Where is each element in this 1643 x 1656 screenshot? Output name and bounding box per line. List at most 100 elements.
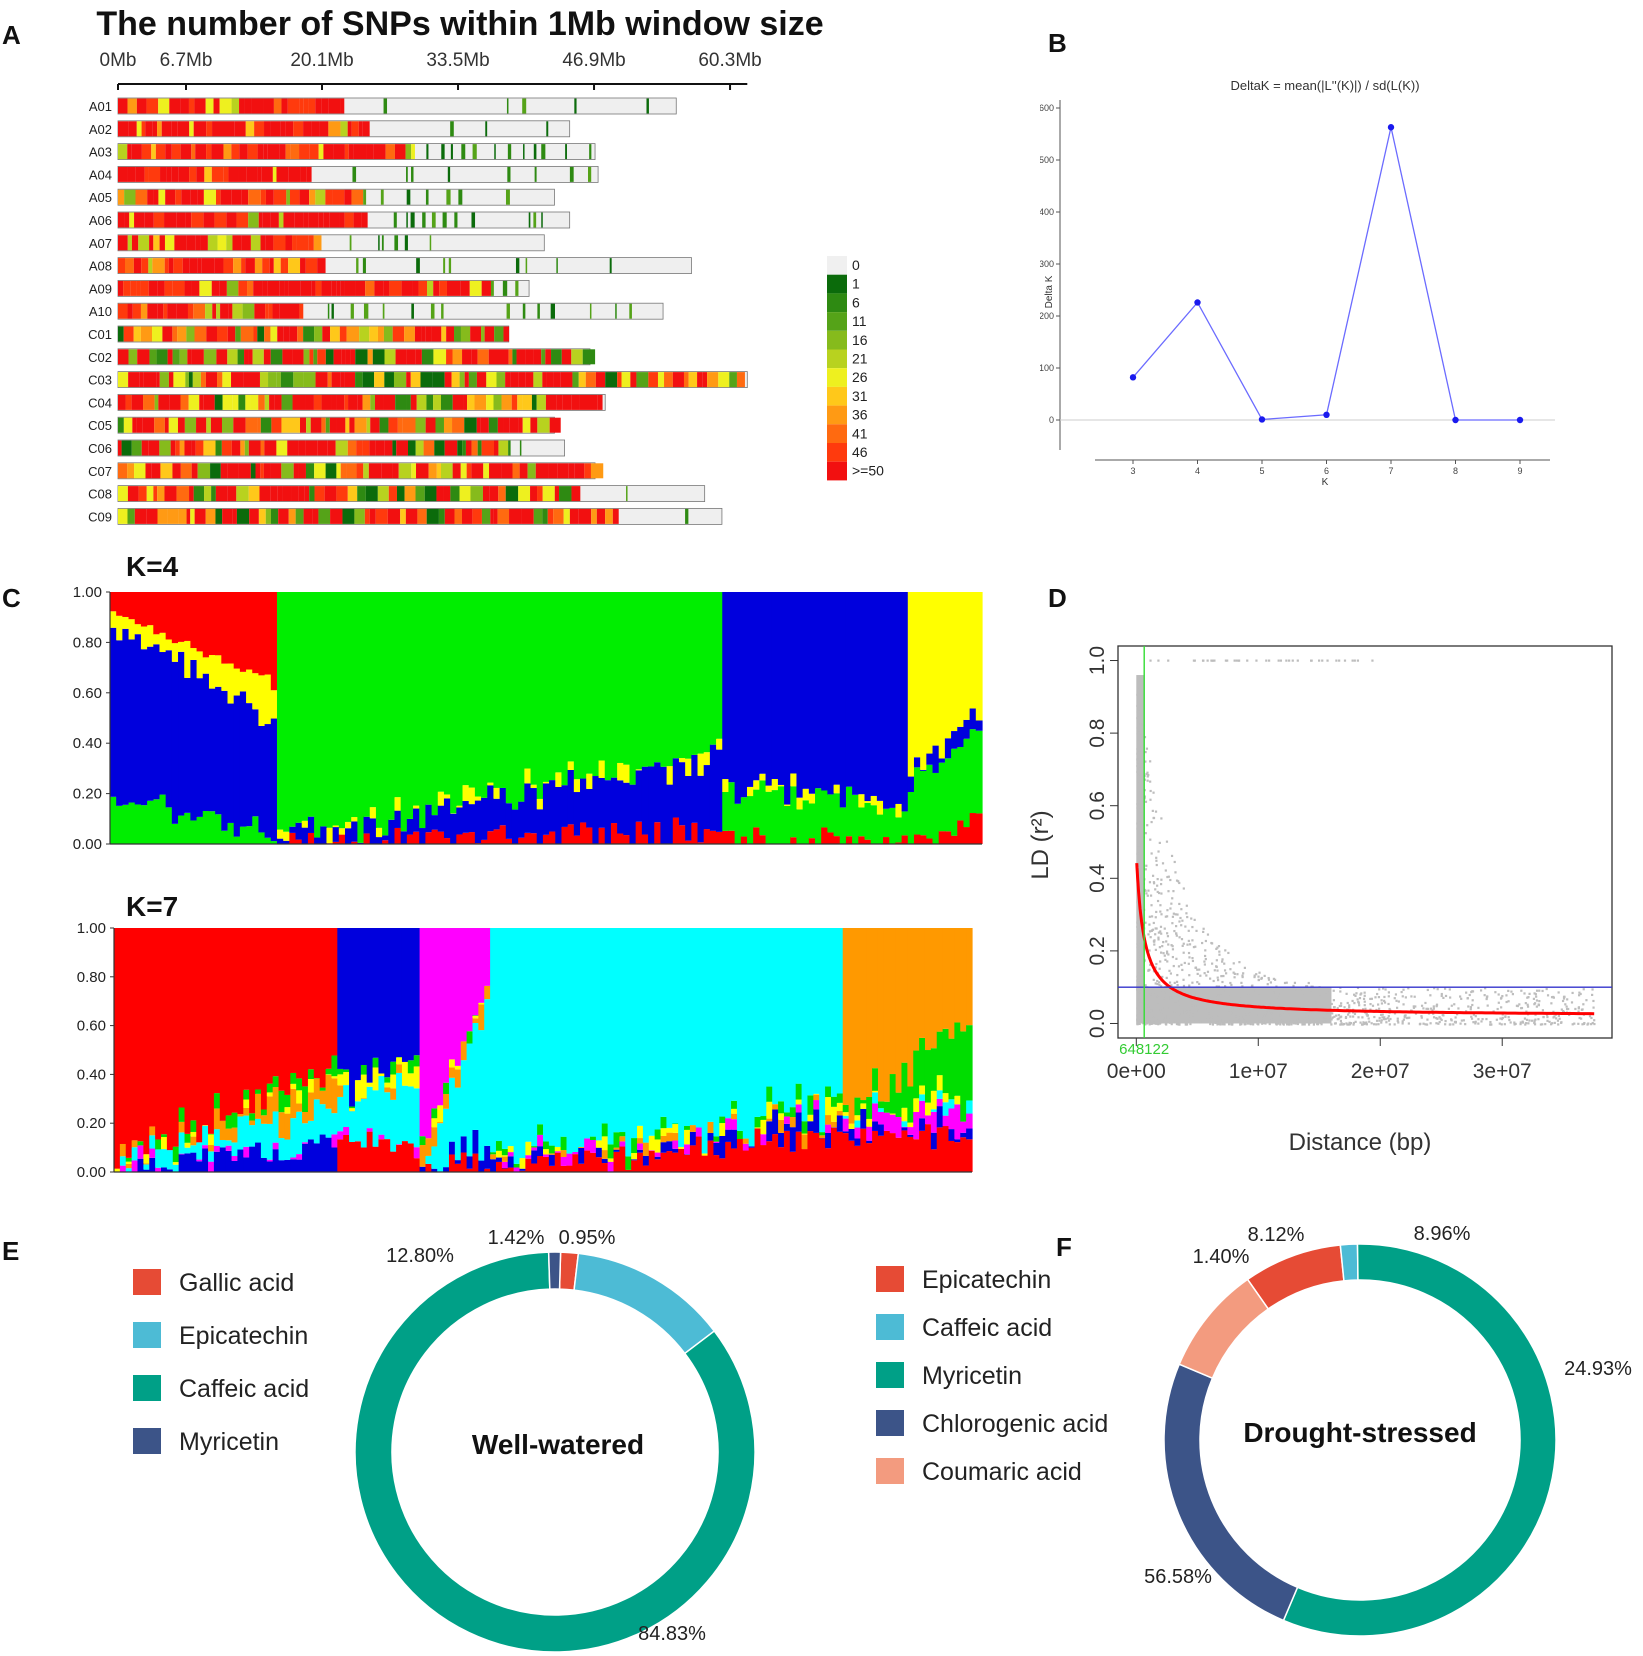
ancestry-segment xyxy=(641,766,649,835)
y-tick-label: 0.40 xyxy=(73,735,102,752)
ld-point xyxy=(1330,1018,1333,1021)
ancestry-segment xyxy=(795,1083,803,1100)
ld-point xyxy=(1501,995,1504,998)
ancestry-segment xyxy=(110,592,117,612)
ancestry-segment xyxy=(924,1115,932,1125)
ld-point xyxy=(1162,940,1165,944)
snp-density-segment xyxy=(147,189,154,205)
ancestry-segment xyxy=(678,928,685,1147)
ancestry-segment xyxy=(249,1113,256,1121)
ld-point xyxy=(1593,1019,1596,1022)
ancestry-segment xyxy=(290,1157,297,1160)
ancestry-segment xyxy=(666,928,673,1128)
snp-density-segment xyxy=(219,98,232,114)
ld-point xyxy=(1139,804,1142,808)
drought-stressed-slices: 8.12%1.40%56.58%24.93%8.96% xyxy=(1144,1223,1632,1637)
snp-density-segment xyxy=(205,508,216,524)
snp-density-segment xyxy=(270,463,282,479)
ancestry-segment xyxy=(231,928,239,1113)
ld-point xyxy=(1170,1023,1173,1026)
snp-density-segment xyxy=(159,372,169,388)
ancestry-segment xyxy=(672,758,680,818)
drought-stressed-center-label: Drought-stressed xyxy=(1243,1417,1476,1448)
ld-point xyxy=(1136,726,1139,729)
ld-point xyxy=(1166,915,1169,918)
ancestry-segment xyxy=(326,827,334,844)
ld-point xyxy=(1376,992,1379,996)
snp-density-segment xyxy=(557,463,569,479)
chromosome-track: A09 xyxy=(89,279,530,297)
ancestry-segment xyxy=(666,592,674,767)
ld-point xyxy=(1171,990,1174,993)
ld-point xyxy=(1533,992,1536,995)
ld-point xyxy=(1460,997,1463,1000)
snp-density-segment xyxy=(131,144,142,160)
chromosome-label: A01 xyxy=(89,99,112,114)
snp-density-segment xyxy=(220,189,232,205)
snp-density-segment xyxy=(264,121,271,137)
ld-point xyxy=(1313,1017,1317,1020)
snp-density-segment xyxy=(260,189,266,205)
ancestry-segment xyxy=(813,1093,820,1095)
snp-density-segment xyxy=(310,417,322,433)
ld-point xyxy=(1316,1023,1320,1026)
snp-density-segment xyxy=(388,486,397,502)
ancestry-segment xyxy=(172,1162,180,1165)
ld-point xyxy=(1239,1015,1243,1019)
snp-density-segment xyxy=(235,326,241,342)
ld-point xyxy=(1500,1017,1504,1021)
snp-density-segment xyxy=(136,280,141,296)
ld-point xyxy=(1339,1023,1342,1026)
ancestry-segment xyxy=(147,800,154,844)
ld-point xyxy=(1413,995,1416,998)
ld-point xyxy=(1160,878,1163,881)
panel-label-d: D xyxy=(1048,583,1067,613)
axis-tick-label: 20.1Mb xyxy=(290,50,353,71)
ancestry-segment xyxy=(413,928,421,1056)
ld-point xyxy=(1191,981,1194,984)
ancestry-segment xyxy=(725,1129,732,1142)
ancestry-segment xyxy=(518,592,525,802)
snp-density-segment xyxy=(303,508,313,524)
ld-point xyxy=(1173,981,1176,985)
ancestry-segment xyxy=(208,928,215,1134)
ld-point xyxy=(1151,809,1154,812)
snp-density-segment xyxy=(260,235,266,251)
ld-point xyxy=(1560,1008,1563,1011)
snp-density-segment xyxy=(369,326,378,342)
ld-point xyxy=(1159,993,1162,996)
ancestry-segment xyxy=(264,674,272,725)
ancestry-segment xyxy=(901,1121,908,1127)
snp-density-segment xyxy=(205,303,213,319)
ancestry-segment xyxy=(190,1131,197,1137)
ld-point xyxy=(1530,1019,1534,1022)
snp-density-segment xyxy=(118,98,128,114)
ld-point xyxy=(1484,987,1487,990)
ancestry-segment xyxy=(813,928,820,1094)
ld-point xyxy=(1238,659,1241,662)
ancestry-segment xyxy=(366,1131,374,1172)
ancestry-segment xyxy=(742,1143,750,1151)
ancestry-segment xyxy=(511,809,519,844)
ancestry-segment xyxy=(678,758,686,763)
ancestry-segment xyxy=(907,592,915,777)
snp-density-segment xyxy=(313,349,318,365)
ld-point xyxy=(1251,992,1254,996)
ancestry-segment xyxy=(598,760,606,778)
ld-point xyxy=(1277,993,1280,997)
snp-density-segment xyxy=(212,303,217,319)
ancestry-segment xyxy=(122,628,130,805)
ancestry-segment xyxy=(258,675,266,726)
snp-density-segment xyxy=(240,326,254,342)
ld-point xyxy=(1236,1015,1240,1018)
ancestry-segment xyxy=(789,1117,797,1128)
ancestry-segment xyxy=(877,1124,885,1136)
ld-point xyxy=(1590,1023,1593,1026)
ancestry-segment xyxy=(413,831,420,844)
ld-point xyxy=(1153,1017,1156,1020)
snp-density-segment xyxy=(284,280,289,296)
snp-density-segment xyxy=(439,280,447,296)
snp-density-segment xyxy=(481,326,485,342)
ancestry-segment xyxy=(302,1086,309,1112)
